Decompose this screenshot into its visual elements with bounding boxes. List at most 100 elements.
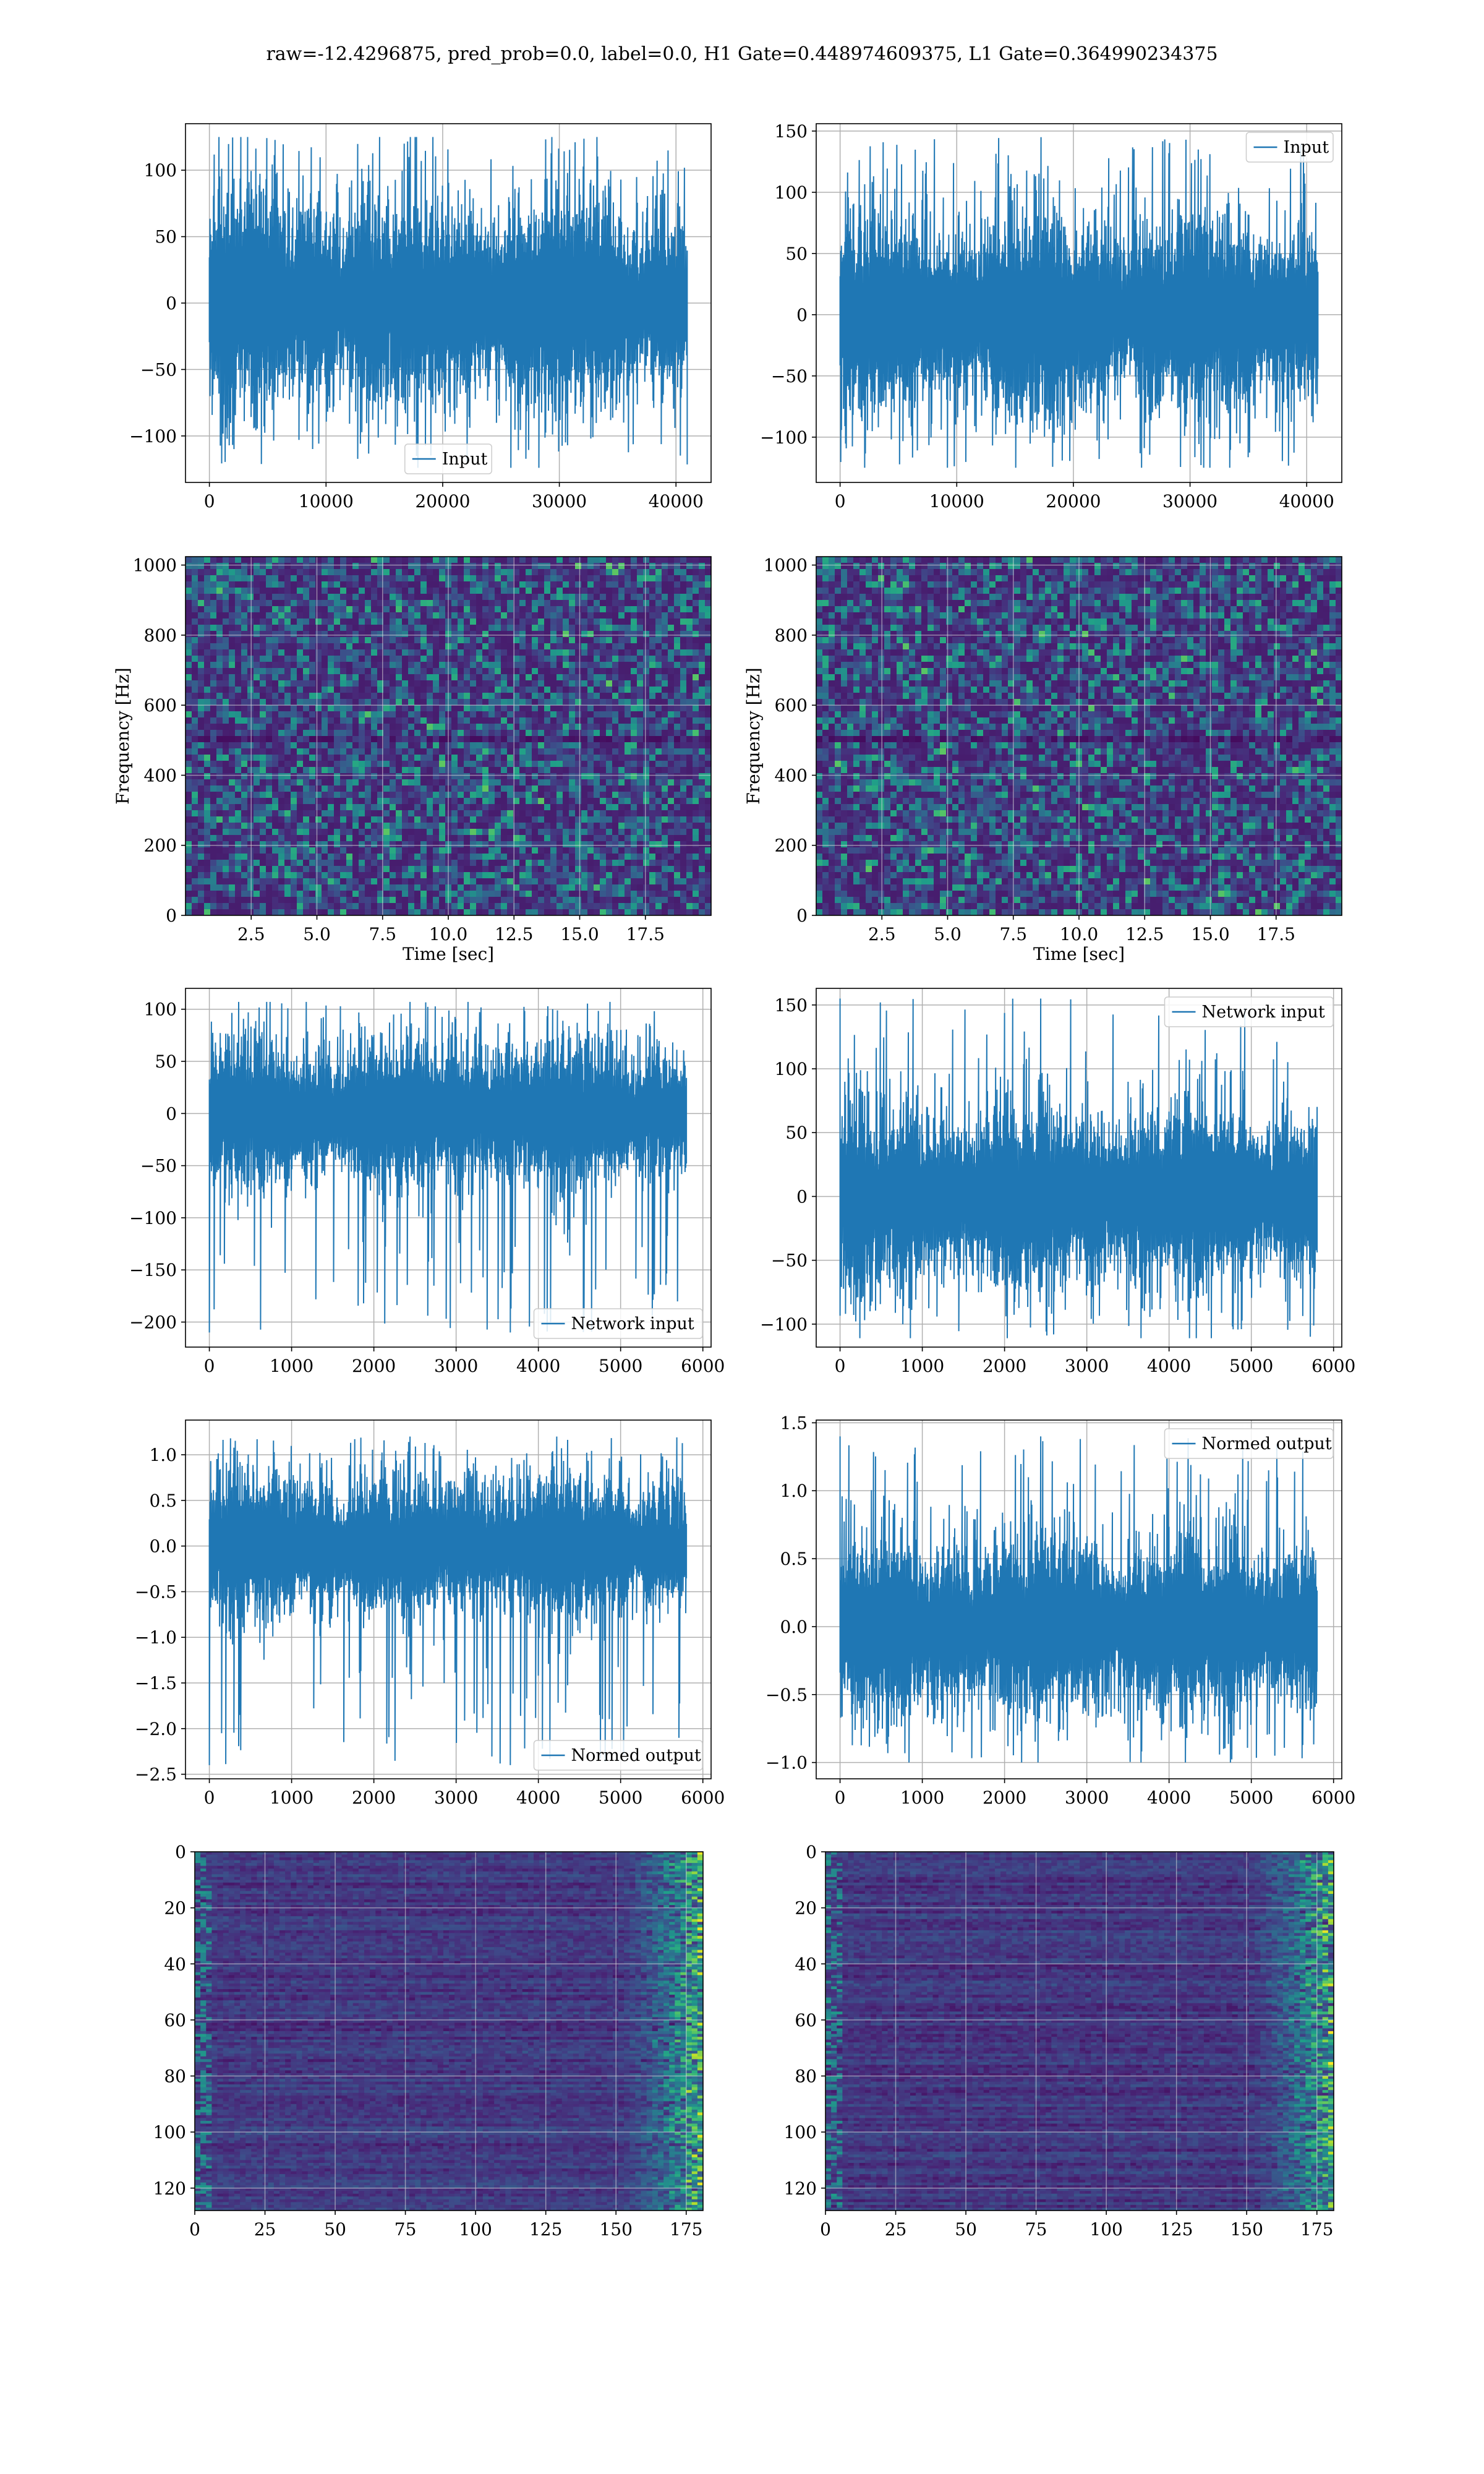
- heatmap-cell: [532, 618, 539, 625]
- heatmap-cell: [186, 643, 192, 650]
- heatmap-cell: [513, 804, 520, 811]
- heatmap-cell: [260, 588, 267, 594]
- heatmap-cell: [284, 816, 291, 823]
- heatmap-cell: [655, 903, 662, 910]
- heatmap-cell: [272, 557, 279, 563]
- heatmap-cell: [513, 588, 520, 594]
- heatmap-cell: [655, 767, 662, 774]
- heatmap-cell: [396, 841, 403, 848]
- heatmap-cell: [662, 699, 668, 706]
- heatmap-cell: [186, 835, 192, 842]
- heatmap-cell: [235, 631, 242, 638]
- heatmap-cell: [186, 785, 192, 792]
- heatmap-cell: [476, 810, 483, 817]
- heatmap-cell: [241, 860, 248, 867]
- heatmap-cell: [383, 711, 390, 718]
- heatmap-cell: [254, 575, 260, 582]
- heatmap-cell: [420, 674, 427, 681]
- heatmap-cell: [260, 668, 267, 675]
- heatmap-cell: [705, 618, 711, 625]
- heatmap-cell: [705, 643, 711, 650]
- heatmap-cell: [587, 581, 594, 588]
- heatmap-cell: [278, 717, 285, 724]
- heatmap-cell: [686, 884, 693, 891]
- heatmap-cell: [464, 557, 471, 563]
- heatmap-cell: [241, 557, 248, 563]
- heatmap-cell: [204, 878, 211, 885]
- heatmap-cell: [625, 866, 631, 873]
- heatmap-cell: [371, 588, 378, 594]
- heatmap-cell: [439, 785, 446, 792]
- heatmap-cell: [291, 866, 297, 873]
- heatmap-cell: [488, 656, 495, 662]
- heatmap-cell: [210, 773, 217, 780]
- heatmap-cell: [606, 618, 613, 625]
- heatmap-cell: [470, 903, 477, 910]
- heatmap-cell: [451, 724, 458, 730]
- heatmap-cell: [359, 705, 365, 712]
- heatmap-cell: [216, 860, 223, 867]
- heatmap-cell: [526, 884, 532, 891]
- heatmap-cell: [581, 835, 588, 842]
- heatmap-cell: [538, 711, 545, 718]
- heatmap-cell: [587, 711, 594, 718]
- heatmap-cell: [693, 693, 699, 700]
- heatmap-cell: [532, 773, 539, 780]
- heatmap-cell: [581, 792, 588, 798]
- heatmap-cell: [235, 854, 242, 860]
- heatmap-cell: [556, 742, 563, 749]
- heatmap-cell: [322, 662, 328, 669]
- heatmap-cell: [513, 742, 520, 749]
- heatmap-cell: [625, 637, 631, 644]
- heatmap-cell: [587, 588, 594, 594]
- heatmap-cell: [198, 755, 205, 761]
- heatmap-cell: [266, 767, 273, 774]
- heatmap-cell: [377, 854, 384, 860]
- heatmap-cell: [408, 847, 415, 854]
- heatmap-cell: [587, 612, 594, 619]
- heatmap-cell: [223, 618, 229, 625]
- heatmap-cell: [476, 631, 483, 638]
- heatmap-cell: [340, 860, 347, 867]
- heatmap-cell: [266, 563, 273, 570]
- heatmap-cell: [352, 637, 359, 644]
- heatmap-cell: [532, 897, 539, 904]
- heatmap-cell: [594, 748, 600, 755]
- heatmap-cell: [359, 755, 365, 761]
- heatmap-cell: [266, 903, 273, 910]
- heatmap-cell: [198, 736, 205, 743]
- heatmap-cell: [625, 557, 631, 563]
- heatmap-cell: [507, 575, 514, 582]
- heatmap-cell: [668, 748, 675, 755]
- heatmap-cell: [451, 631, 458, 638]
- heatmap-cell: [186, 761, 192, 768]
- heatmap-cell: [526, 699, 532, 706]
- heatmap-cell: [254, 841, 260, 848]
- heatmap-cell: [377, 823, 384, 829]
- heatmap-cell: [377, 581, 384, 588]
- heatmap-cell: [501, 569, 508, 576]
- heatmap-cell: [686, 736, 693, 743]
- heatmap-cell: [420, 810, 427, 817]
- heatmap-cell: [662, 854, 668, 860]
- heatmap-cell: [186, 557, 192, 563]
- heatmap-cell: [346, 717, 353, 724]
- heatmap-cell: [297, 736, 304, 743]
- heatmap-cell: [359, 612, 365, 619]
- heatmap-cell: [513, 792, 520, 798]
- heatmap-cell: [223, 897, 229, 904]
- heatmap-cell: [575, 792, 582, 798]
- heatmap-cell: [538, 816, 545, 823]
- heatmap-cell: [550, 612, 557, 619]
- heatmap-cell: [699, 637, 706, 644]
- heatmap-cell: [538, 841, 545, 848]
- heatmap-cell: [550, 878, 557, 885]
- heatmap-cell: [464, 637, 471, 644]
- heatmap-cell: [229, 903, 236, 910]
- heatmap-cell: [519, 717, 526, 724]
- heatmap-cell: [427, 736, 433, 743]
- heatmap-cell: [291, 841, 297, 848]
- heatmap-cell: [396, 891, 403, 897]
- heatmap-cell: [315, 594, 322, 601]
- heatmap-cell: [198, 588, 205, 594]
